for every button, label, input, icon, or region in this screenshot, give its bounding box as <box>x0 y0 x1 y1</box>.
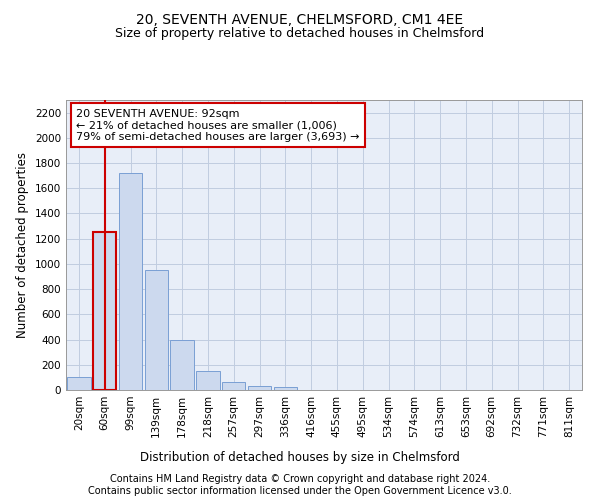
Bar <box>222 382 245 390</box>
Text: Contains HM Land Registry data © Crown copyright and database right 2024.: Contains HM Land Registry data © Crown c… <box>110 474 490 484</box>
Text: 20 SEVENTH AVENUE: 92sqm
← 21% of detached houses are smaller (1,006)
79% of sem: 20 SEVENTH AVENUE: 92sqm ← 21% of detach… <box>76 108 360 142</box>
Text: 20, SEVENTH AVENUE, CHELMSFORD, CM1 4EE: 20, SEVENTH AVENUE, CHELMSFORD, CM1 4EE <box>136 12 464 26</box>
Bar <box>119 173 142 390</box>
Bar <box>170 340 194 390</box>
Bar <box>274 388 297 390</box>
Bar <box>67 378 91 390</box>
Y-axis label: Number of detached properties: Number of detached properties <box>16 152 29 338</box>
Bar <box>248 386 271 390</box>
Bar <box>145 270 168 390</box>
Text: Contains public sector information licensed under the Open Government Licence v3: Contains public sector information licen… <box>88 486 512 496</box>
Text: Size of property relative to detached houses in Chelmsford: Size of property relative to detached ho… <box>115 28 485 40</box>
Text: Distribution of detached houses by size in Chelmsford: Distribution of detached houses by size … <box>140 451 460 464</box>
Bar <box>196 371 220 390</box>
Bar <box>93 232 116 390</box>
